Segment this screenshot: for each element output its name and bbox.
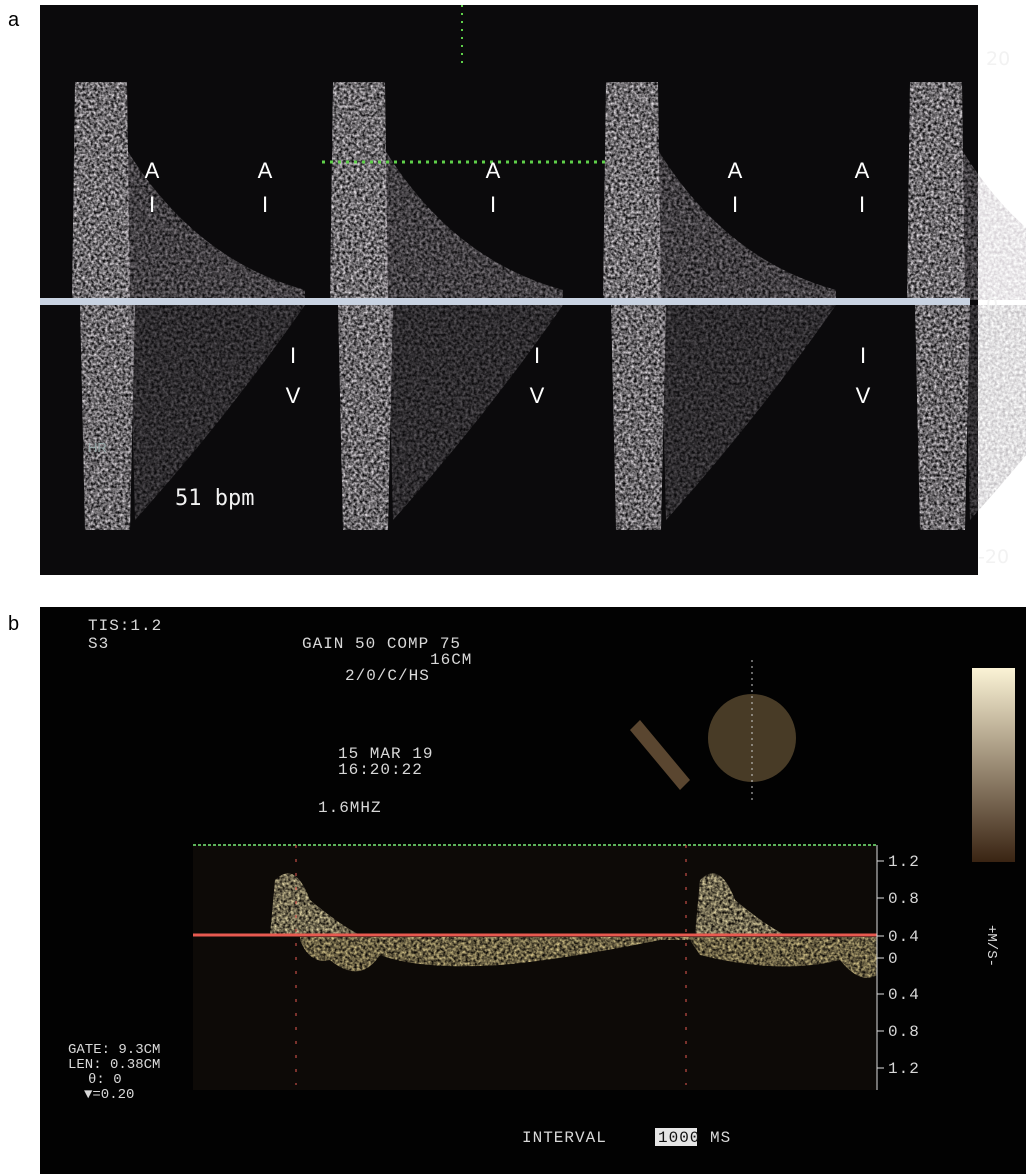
gate: GATE: 9.3CM — [68, 1042, 160, 1058]
marker-bottom: V — [856, 383, 871, 408]
scale-label: 0 — [888, 950, 899, 968]
unit: +M/S- — [983, 925, 999, 967]
scale-label: 0.4 — [888, 928, 920, 946]
marker-top: A — [728, 158, 743, 183]
depth: 16CM — [430, 651, 472, 669]
marker-bottom: I — [149, 192, 155, 217]
heart-rate: 51 bpm — [175, 486, 254, 511]
tis: TIS:1.2 — [88, 617, 162, 635]
interval-value: 1000 — [658, 1129, 700, 1147]
hr-label: HR — [88, 440, 107, 455]
systolic-peak — [907, 82, 965, 300]
mode: 2/0/C/HS — [345, 667, 430, 685]
scale-label: 1.2 — [888, 1060, 920, 1078]
scale-label: 0 — [986, 294, 998, 316]
interval-unit: MS — [710, 1129, 731, 1147]
marker-bottom: I — [732, 192, 738, 217]
diastolic-flow — [965, 305, 1026, 520]
marker-top: I — [860, 343, 866, 368]
panel-label: b — [8, 613, 19, 635]
marker-bottom: I — [490, 192, 496, 217]
marker-top: A — [145, 158, 160, 183]
baseline — [40, 298, 970, 305]
frequency: 1.6MHZ — [318, 799, 382, 817]
systolic-peak — [72, 82, 130, 300]
marker-top: A — [855, 158, 870, 183]
marker-bottom: I — [859, 192, 865, 217]
systolic-trough — [915, 305, 970, 530]
marker-top: I — [534, 343, 540, 368]
probe: S3 — [88, 635, 109, 653]
figure: a 20 0 -20 51 bpm HR b TIS:1.2 S3 GAIN 5… — [0, 0, 1026, 1174]
marker-bottom: I — [262, 192, 268, 217]
scale-label: 1.2 — [888, 853, 920, 871]
scale-label: -20 — [978, 546, 1009, 568]
diastolic-flow — [962, 150, 1026, 300]
systolic-peak — [603, 82, 661, 300]
systolic-trough — [611, 305, 666, 530]
scale-label: 0.8 — [888, 1023, 920, 1041]
scale-label: 0.4 — [888, 986, 920, 1004]
time: 16:20:22 — [338, 761, 423, 779]
marker-bottom: V — [530, 383, 545, 408]
marker-bottom: V — [286, 383, 301, 408]
scale-label: 0.8 — [888, 890, 920, 908]
scale-label: 20 — [986, 48, 1010, 70]
marker-top: A — [258, 158, 273, 183]
marker-top: A — [486, 158, 501, 183]
interval-label: INTERVAL — [522, 1129, 607, 1147]
angle: θ: 0 — [88, 1072, 122, 1088]
velocity: ▼=0.20 — [84, 1087, 134, 1103]
gray-bar — [972, 668, 1015, 862]
systolic-peak — [330, 82, 388, 300]
systolic-trough — [80, 305, 135, 530]
len: LEN: 0.38CM — [68, 1057, 160, 1073]
panel-label: a — [8, 9, 20, 31]
systolic-trough — [338, 305, 393, 530]
marker-top: I — [290, 343, 296, 368]
